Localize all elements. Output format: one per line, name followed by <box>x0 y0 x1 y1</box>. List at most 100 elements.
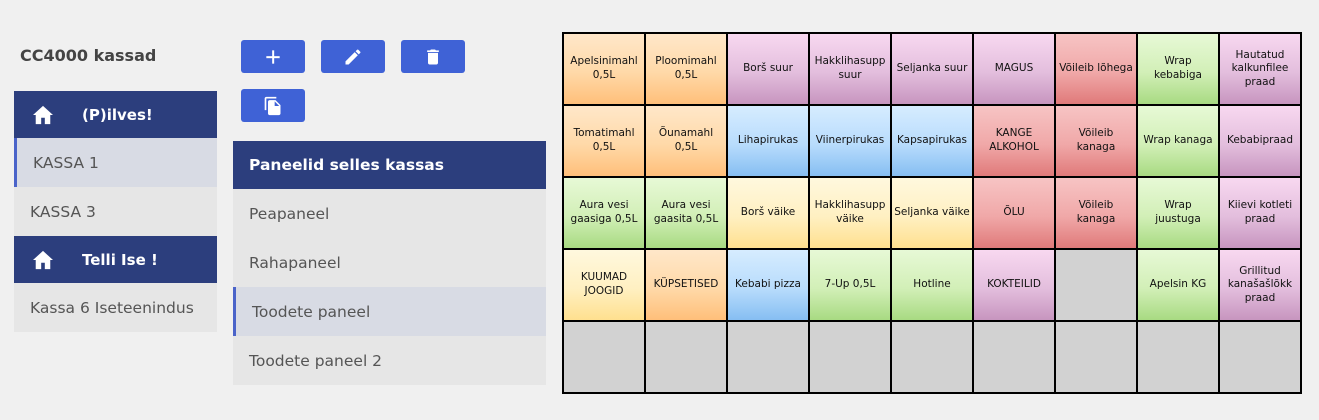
product-button[interactable]: Kebabipraad <box>1220 106 1300 176</box>
product-button[interactable]: Aura vesi gaasiga 0,5L <box>564 178 644 248</box>
panels-list: Paneelid selles kassas Peapaneel Rahapan… <box>233 141 546 385</box>
empty-slot[interactable] <box>1138 322 1218 392</box>
delete-button[interactable] <box>401 40 465 73</box>
panel-item-toodete-paneel[interactable]: Toodete paneel <box>233 287 546 336</box>
panel-item-label: Peapaneel <box>249 204 330 223</box>
product-label: Aura vesi gaasita 0,5L <box>653 199 719 225</box>
product-label: Hakklihasupp väike <box>814 199 886 225</box>
product-button[interactable]: Kapsapirukas <box>892 106 972 176</box>
product-button[interactable]: Kiievi kotleti praad <box>1220 178 1300 248</box>
product-label: MAGUS <box>994 62 1034 75</box>
product-label: Kebabi pizza <box>735 278 801 291</box>
product-button[interactable]: Õunamahl 0,5L <box>646 106 726 176</box>
product-button[interactable]: Seljanka suur <box>892 34 972 104</box>
home-icon <box>33 250 53 269</box>
product-button[interactable]: Borš suur <box>728 34 808 104</box>
panel-item-toodete-paneel-2[interactable]: Toodete paneel 2 <box>233 336 546 385</box>
product-label: Õunamahl 0,5L <box>658 127 714 153</box>
product-button[interactable]: Võileib lõhega <box>1056 34 1136 104</box>
product-button[interactable]: Hautatud kalkunfilee praad <box>1220 34 1300 104</box>
empty-slot[interactable] <box>892 322 972 392</box>
page-title: CC4000 kassad <box>20 46 157 65</box>
sidebar-group-telli-ise[interactable]: Telli Ise ! <box>14 236 217 283</box>
product-button[interactable]: Wrap kanaga <box>1138 106 1218 176</box>
add-button[interactable] <box>241 40 305 73</box>
sidebar-item-label: KASSA 3 <box>30 202 96 221</box>
product-button[interactable]: Võileib kanaga <box>1056 106 1136 176</box>
product-label: Hautatud kalkunfilee praad <box>1231 48 1289 88</box>
product-button[interactable]: ÕLU <box>974 178 1054 248</box>
product-label: Ploomimahl 0,5L <box>655 55 717 81</box>
product-label: Hakklihasupp suur <box>814 55 886 81</box>
product-label: Võileib lõhega <box>1059 62 1133 75</box>
product-button[interactable]: Hakklihasupp suur <box>810 34 890 104</box>
product-label: Viinerpirukas <box>815 134 885 147</box>
sidebar-item-label: Kassa 6 Iseteenindus <box>30 298 194 317</box>
copy-icon <box>264 96 281 115</box>
panel-item-label: Toodete paneel 2 <box>249 351 383 370</box>
empty-slot[interactable] <box>810 322 890 392</box>
product-button[interactable]: KÜPSETISED <box>646 250 726 320</box>
empty-slot[interactable] <box>1056 250 1136 320</box>
product-button[interactable]: KOKTEILID <box>974 250 1054 320</box>
product-button[interactable]: Tomatimahl 0,5L <box>564 106 644 176</box>
product-button[interactable]: Wrap juustuga <box>1138 178 1218 248</box>
product-label: Grillitud kanašašlõkk praad <box>1227 264 1293 304</box>
empty-slot[interactable] <box>728 322 808 392</box>
empty-slot[interactable] <box>564 322 644 392</box>
product-button[interactable]: Apelsinimahl 0,5L <box>564 34 644 104</box>
copy-button[interactable] <box>241 89 305 122</box>
product-button[interactable]: Võileib kanaga <box>1056 178 1136 248</box>
product-label: Seljanka suur <box>896 62 968 75</box>
product-label: Seljanka väike <box>894 206 970 219</box>
product-button[interactable]: 7-Up 0,5L <box>810 250 890 320</box>
product-button[interactable]: Wrap kebabiga <box>1138 34 1218 104</box>
panel-item-rahapaneel[interactable]: Rahapaneel <box>233 238 546 287</box>
product-button[interactable]: Seljanka väike <box>892 178 972 248</box>
product-button[interactable]: Hotline <box>892 250 972 320</box>
product-label: Hotline <box>913 278 951 291</box>
product-label: Borš suur <box>743 62 793 75</box>
product-label: Wrap juustuga <box>1155 199 1201 225</box>
plus-icon <box>266 49 280 64</box>
product-grid: Apelsinimahl 0,5L Ploomimahl 0,5L Borš suu… <box>562 32 1302 394</box>
product-button[interactable]: Viinerpirukas <box>810 106 890 176</box>
product-button[interactable]: Apelsin KG <box>1138 250 1218 320</box>
sidebar-group-pilves[interactable]: (P)ilves! <box>14 91 217 138</box>
product-label: Tomatimahl 0,5L <box>573 127 635 153</box>
product-button[interactable]: Borš väike <box>728 178 808 248</box>
product-label: Aura vesi gaasiga 0,5L <box>570 199 638 225</box>
product-label: Kebabipraad <box>1226 134 1294 147</box>
product-label: Lihapirukas <box>737 134 799 147</box>
product-button[interactable]: Lihapirukas <box>728 106 808 176</box>
product-button[interactable]: KANGE ALKOHOL <box>974 106 1054 176</box>
empty-slot[interactable] <box>1220 322 1300 392</box>
sidebar-item-kassa-3[interactable]: KASSA 3 <box>14 187 217 236</box>
sidebar-item-kassa-1[interactable]: KASSA 1 <box>14 138 217 187</box>
panel-item-label: Rahapaneel <box>249 253 341 272</box>
product-button[interactable]: MAGUS <box>974 34 1054 104</box>
product-label: Borš väike <box>740 206 796 219</box>
product-button[interactable]: Grillitud kanašašlõkk praad <box>1220 250 1300 320</box>
panel-item-peapaneel[interactable]: Peapaneel <box>233 189 546 238</box>
product-label: Wrap kanaga <box>1143 134 1213 147</box>
product-label: KOKTEILID <box>987 278 1041 291</box>
product-label: Apelsinimahl 0,5L <box>570 55 638 81</box>
empty-slot[interactable] <box>646 322 726 392</box>
product-button[interactable]: KUUMAD JOOGID <box>564 250 644 320</box>
product-label: KANGE ALKOHOL <box>989 127 1039 153</box>
product-button[interactable]: Ploomimahl 0,5L <box>646 34 726 104</box>
product-button[interactable]: Kebabi pizza <box>728 250 808 320</box>
empty-slot[interactable] <box>1056 322 1136 392</box>
empty-slot[interactable] <box>974 322 1054 392</box>
product-button[interactable]: Hakklihasupp väike <box>810 178 890 248</box>
sidebar-item-kassa-6[interactable]: Kassa 6 Iseteenindus <box>14 283 217 332</box>
edit-button[interactable] <box>321 40 385 73</box>
trash-icon <box>427 49 439 64</box>
product-label: Võileib kanaga <box>1076 199 1116 225</box>
sidebar-group-label: Telli Ise ! <box>82 250 158 269</box>
panel-item-label: Toodete paneel <box>252 302 371 321</box>
product-button[interactable]: Aura vesi gaasita 0,5L <box>646 178 726 248</box>
home-icon <box>33 105 53 124</box>
panels-header: Paneelid selles kassas <box>233 141 546 189</box>
